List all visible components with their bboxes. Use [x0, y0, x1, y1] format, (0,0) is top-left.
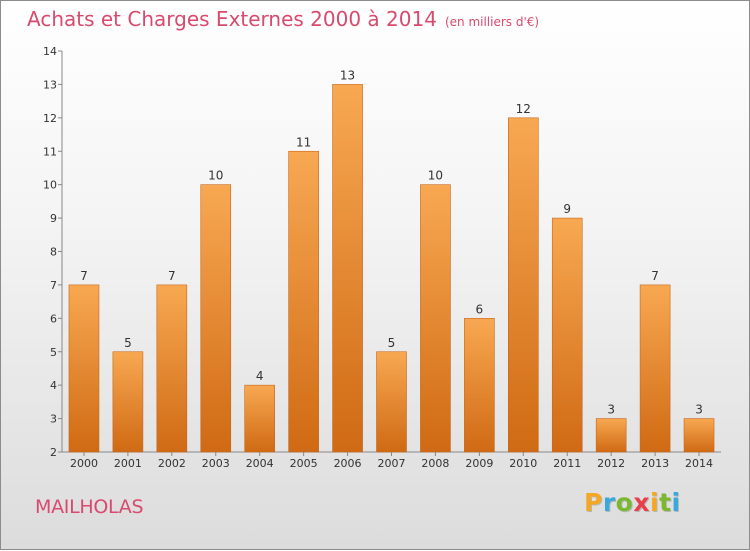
data-label: 7	[651, 269, 659, 283]
x-tick-label: 2001	[114, 457, 142, 470]
data-label: 5	[388, 336, 396, 350]
bar	[244, 384, 275, 453]
x-tick-label: 2012	[597, 457, 625, 470]
chart-axes: 2 3 4 5 6 7 8 9 10 11 12 13 14 2000 2001 2002 2003 2004 20…	[43, 45, 721, 470]
data-label: 11	[296, 135, 311, 149]
bar	[507, 117, 539, 453]
y-tick-label: 9	[50, 212, 57, 225]
y-tick-label: 5	[50, 346, 57, 359]
y-tick-label: 4	[50, 379, 57, 392]
logo-letter: x	[633, 488, 650, 517]
x-tick-label: 2014	[685, 457, 713, 470]
logo-letter: r	[602, 488, 616, 517]
chart-title: Achats et Charges Externes 2000 à 2014 (e…	[27, 7, 539, 31]
x-tick-label: 2006	[334, 457, 362, 470]
logo-letter: i	[650, 488, 660, 517]
bar	[420, 184, 451, 453]
y-tick-label: 3	[50, 413, 57, 426]
bar	[332, 84, 363, 453]
logo-letter: t	[659, 488, 672, 517]
data-label: 10	[208, 169, 223, 183]
x-tick-label: 2010	[509, 457, 537, 470]
logo-letter: P	[584, 488, 603, 517]
bar	[200, 184, 232, 453]
x-tick-label: 2008	[421, 457, 449, 470]
data-label: 6	[476, 302, 484, 316]
bar	[112, 351, 144, 453]
bar	[595, 418, 627, 453]
data-label: 4	[256, 369, 264, 383]
y-tick-label: 10	[43, 179, 57, 192]
y-tick-label: 12	[43, 112, 57, 125]
chart-bars	[68, 84, 715, 453]
x-tick-label: 2005	[290, 457, 318, 470]
bar	[551, 217, 583, 453]
x-tick-label: 2003	[202, 457, 230, 470]
title-unit: (en milliers d'€)	[444, 15, 540, 29]
y-tick-label: 11	[43, 145, 57, 158]
y-tick-label: 2	[50, 446, 57, 459]
y-tick-label: 6	[50, 312, 57, 325]
data-label: 10	[428, 169, 443, 183]
x-tick-label: 2011	[553, 457, 581, 470]
x-tick-label: 2002	[158, 457, 186, 470]
bar	[156, 284, 188, 453]
bar	[683, 418, 715, 453]
data-label: 7	[168, 269, 176, 283]
y-tick-label: 7	[50, 279, 57, 292]
data-label: 7	[80, 269, 88, 283]
y-tick-label: 13	[43, 78, 57, 91]
place-name: MAILHOLAS	[35, 496, 144, 518]
data-label: 3	[695, 403, 703, 417]
data-label: 5	[124, 336, 132, 350]
y-tick-label: 8	[50, 246, 57, 259]
bar	[376, 351, 407, 453]
title-text: Achats et Charges Externes 2000 à 2014	[27, 7, 437, 31]
logo-letter: o	[615, 488, 634, 517]
data-label: 9	[563, 202, 571, 216]
data-label: 3	[607, 403, 615, 417]
proxiti-logo: Proxiti	[584, 488, 681, 517]
data-label: 12	[516, 102, 531, 116]
bar	[639, 284, 671, 453]
x-tick-label: 2000	[70, 457, 98, 470]
bar	[288, 150, 319, 453]
bar	[464, 318, 495, 453]
bar	[68, 284, 100, 453]
logo-letter: i	[671, 488, 681, 517]
y-tick-label: 14	[43, 45, 57, 58]
chart-labels: 7 5 7 10 4 11 13 5 10 6 12 9 3 7 3	[80, 68, 703, 416]
x-tick-label: 2009	[465, 457, 493, 470]
data-label: 13	[340, 68, 355, 82]
x-tick-label: 2004	[246, 457, 274, 470]
x-tick-label: 2007	[378, 457, 406, 470]
x-tick-label: 2013	[641, 457, 669, 470]
